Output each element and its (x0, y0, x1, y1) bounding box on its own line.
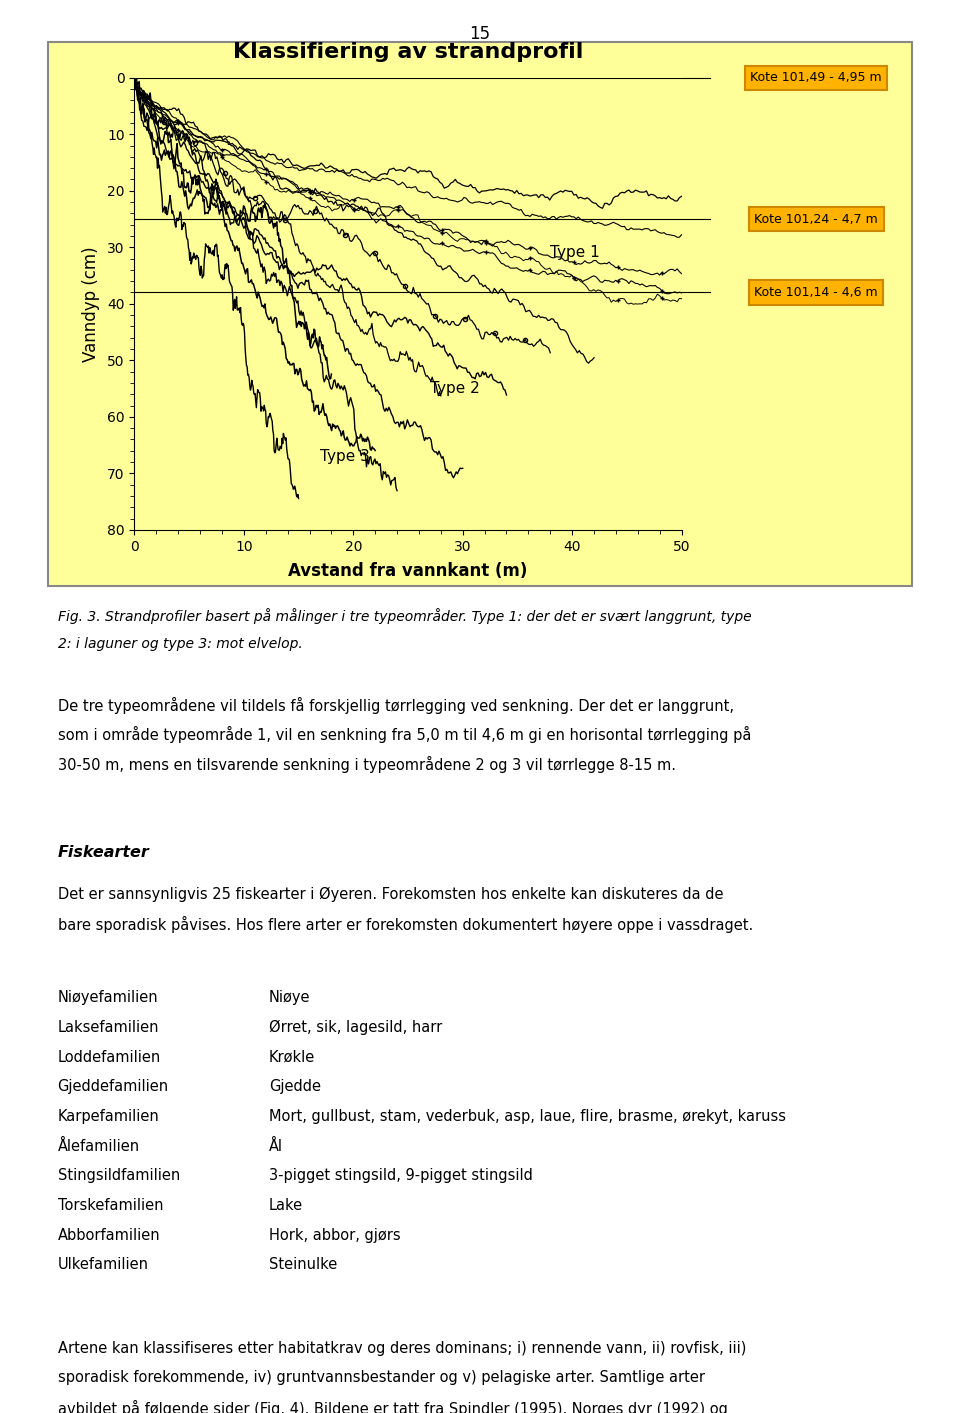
Text: 3-pigget stingsild, 9-pigget stingsild: 3-pigget stingsild, 9-pigget stingsild (269, 1169, 533, 1184)
Text: Karpefamilien: Karpefamilien (58, 1109, 159, 1125)
Text: Gjedde: Gjedde (269, 1080, 321, 1095)
Text: Ørret, sik, lagesild, harr: Ørret, sik, lagesild, harr (269, 1020, 442, 1036)
X-axis label: Avstand fra vannkant (m): Avstand fra vannkant (m) (288, 562, 528, 579)
Text: Type 1: Type 1 (550, 246, 600, 260)
Text: De tre typeområdene vil tildels få forskjellig tørrlegging ved senkning. Der det: De tre typeområdene vil tildels få forsk… (58, 697, 733, 714)
Text: Steinulke: Steinulke (269, 1258, 337, 1273)
Text: Abborfamilien: Abborfamilien (58, 1228, 160, 1243)
Text: Type 2: Type 2 (430, 382, 480, 396)
Title: Klassifiering av strandprofil: Klassifiering av strandprofil (233, 42, 583, 62)
Text: Lake: Lake (269, 1198, 303, 1214)
Text: 2: i laguner og type 3: mot elvelop.: 2: i laguner og type 3: mot elvelop. (58, 637, 302, 651)
Text: sporadisk forekommende, iv) gruntvannsbestander og v) pelagiske arter. Samtlige : sporadisk forekommende, iv) gruntvannsbe… (58, 1371, 705, 1385)
Text: Stingsildfamilien: Stingsildfamilien (58, 1169, 180, 1184)
Text: Ål: Ål (269, 1139, 283, 1154)
Text: Kote 101,14 - 4,6 m: Kote 101,14 - 4,6 m (755, 285, 877, 300)
Text: Laksefamilien: Laksefamilien (58, 1020, 159, 1036)
Text: Torskefamilien: Torskefamilien (58, 1198, 163, 1214)
Text: 15: 15 (469, 25, 491, 44)
Text: Gjeddefamilien: Gjeddefamilien (58, 1080, 169, 1095)
Text: Kote 101,24 - 4,7 m: Kote 101,24 - 4,7 m (755, 212, 877, 226)
Text: Kote 101,49 - 4,95 m: Kote 101,49 - 4,95 m (750, 71, 882, 85)
Text: Krøkle: Krøkle (269, 1050, 315, 1065)
Text: Fig. 3. Strandprofiler basert på målinger i tre typeområder. Type 1: der det er : Fig. 3. Strandprofiler basert på målinge… (58, 608, 752, 623)
Text: Det er sannsynligvis 25 fiskearter i Øyeren. Forekomsten hos enkelte kan diskute: Det er sannsynligvis 25 fiskearter i Øye… (58, 886, 723, 901)
Text: avbildet på følgende sider (Fig. 4). Bildene er tatt fra Spindler (1995), Norges: avbildet på følgende sider (Fig. 4). Bil… (58, 1400, 728, 1413)
Text: Niøye: Niøye (269, 991, 310, 1006)
Text: Type 3: Type 3 (321, 449, 371, 463)
Text: Ulkefamilien: Ulkefamilien (58, 1258, 149, 1273)
Text: som i område typeområde 1, vil en senkning fra 5,0 m til 4,6 m gi en horisontal : som i område typeområde 1, vil en senkni… (58, 726, 751, 743)
Text: Loddefamilien: Loddefamilien (58, 1050, 161, 1065)
Text: Fiskearter: Fiskearter (58, 845, 150, 861)
Y-axis label: Vanndyp (cm): Vanndyp (cm) (83, 246, 100, 362)
Text: Hork, abbor, gjørs: Hork, abbor, gjørs (269, 1228, 400, 1243)
Text: Ålefamilien: Ålefamilien (58, 1139, 140, 1154)
Text: Mort, gullbust, stam, vederbuk, asp, laue, flire, brasme, ørekyt, karuss: Mort, gullbust, stam, vederbuk, asp, lau… (269, 1109, 786, 1125)
Text: 30-50 m, mens en tilsvarende senkning i typeområdene 2 og 3 vil tørrlegge 8-15 m: 30-50 m, mens en tilsvarende senkning i … (58, 756, 676, 773)
Text: Artene kan klassifiseres etter habitatkrav og deres dominans; i) rennende vann, : Artene kan klassifiseres etter habitatkr… (58, 1341, 746, 1355)
Text: bare sporadisk påvises. Hos flere arter er forekomsten dokumentert høyere oppe i: bare sporadisk påvises. Hos flere arter … (58, 916, 753, 933)
Text: Niøyefamilien: Niøyefamilien (58, 991, 158, 1006)
